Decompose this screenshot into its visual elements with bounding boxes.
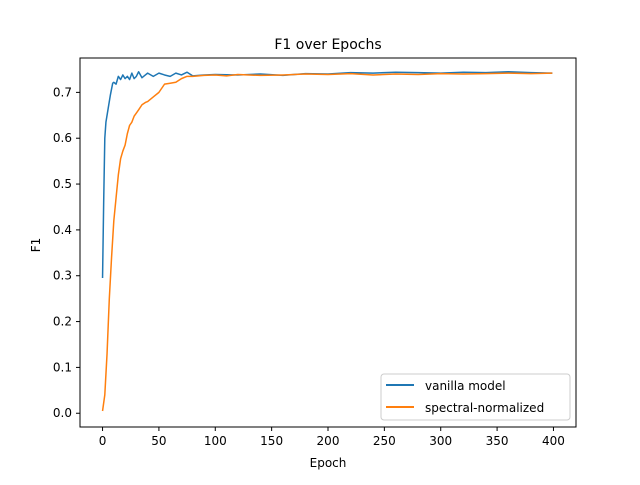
x-tick-label: 350 — [486, 434, 509, 448]
legend: vanilla model spectral-normalized — [380, 373, 571, 421]
y-tick-label: 0.0 — [53, 406, 72, 420]
y-tick-label: 0.5 — [53, 177, 72, 191]
series-line-spectral-normalized — [101, 72, 553, 412]
y-axis-title: F1 — [29, 238, 43, 253]
plot-frame — [79, 57, 577, 428]
y-tick-label: 0.6 — [53, 131, 72, 145]
y-tick-label: 0.2 — [53, 315, 72, 329]
series-layer — [101, 71, 553, 412]
x-axis-title: Epoch — [310, 456, 347, 470]
y-tick-label: 0.4 — [53, 223, 72, 237]
x-tick-label: 200 — [317, 434, 340, 448]
legend-frame — [380, 373, 571, 421]
x-tick-label: 400 — [542, 434, 565, 448]
legend-label-vanilla-model: vanilla model — [425, 379, 506, 393]
x-tick-label: 50 — [151, 434, 166, 448]
x-tick-label: 250 — [373, 434, 396, 448]
series-line-vanilla-model — [101, 71, 553, 279]
x-tick-label: 300 — [429, 434, 452, 448]
y-tick-label: 0.1 — [53, 360, 72, 374]
x-tick-label: 150 — [260, 434, 283, 448]
x-tick-label: 100 — [204, 434, 227, 448]
x-tick-label: 0 — [99, 434, 107, 448]
y-tick-label: 0.7 — [53, 85, 72, 99]
y-tick-label: 0.3 — [53, 269, 72, 283]
legend-label-spectral-normalized: spectral-normalized — [425, 401, 544, 415]
axes-layer: 0 50 100 150 200 250 300 350 400 0.0 0.1 0.2 0.3 0.4 0… — [53, 57, 577, 448]
chart-title: F1 over Epochs — [274, 37, 381, 53]
